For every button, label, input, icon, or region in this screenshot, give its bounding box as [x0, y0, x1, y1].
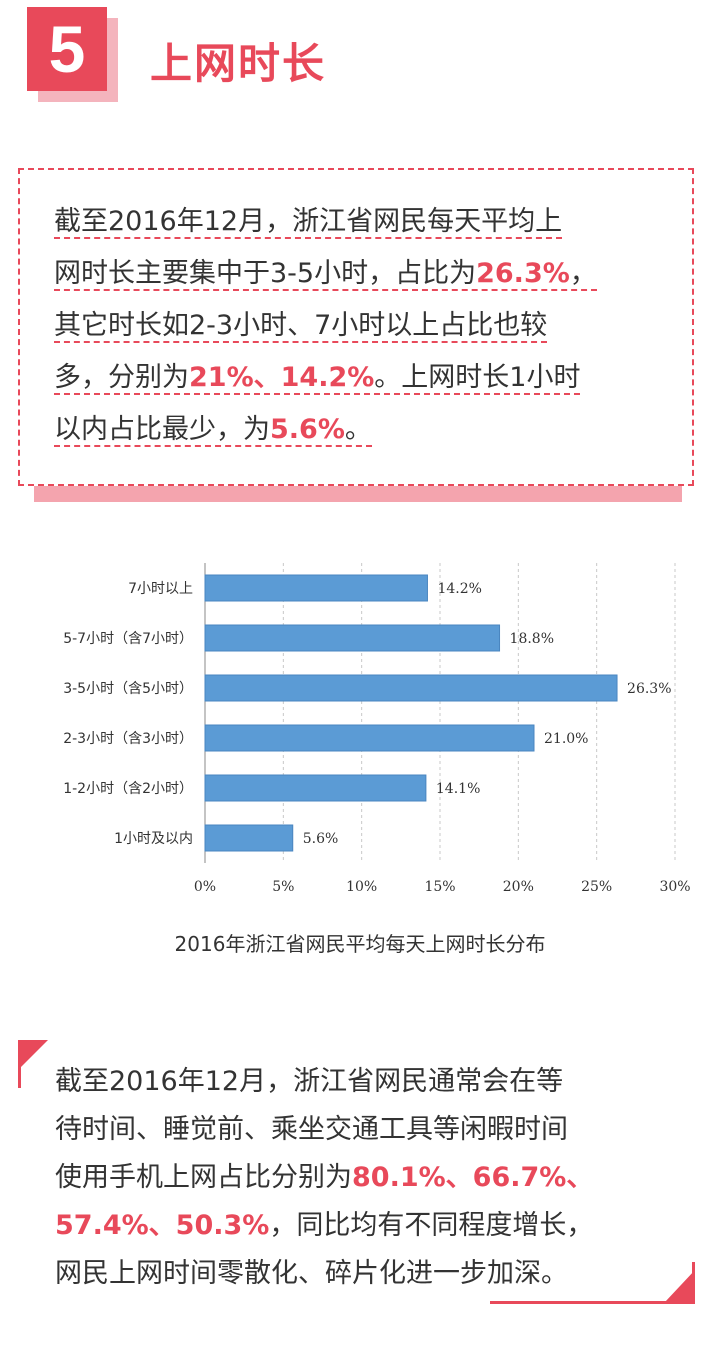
bar: [204, 574, 428, 602]
text-segment: 。: [344, 414, 372, 445]
chart-caption: 2016年浙江省网民平均每天上网时长分布: [174, 932, 546, 956]
bar-chart: 0% 5% 10% 15% 20% 25% 30% 7小时以上 14.2% 5-7小时（含7小时）…: [63, 563, 691, 895]
text-line: 多，分别为21%、14.2%。上网时长1小时: [54, 362, 581, 395]
highlight-value: 57.4%、50.3%: [55, 1210, 270, 1241]
value-label: 5.6%: [303, 831, 339, 847]
text-segment: 截至2016年12月，浙江省网民每天平均上: [54, 206, 563, 237]
value-label: 21.0%: [544, 731, 588, 747]
bar: [204, 724, 535, 752]
section-number-badge: 5: [27, 7, 107, 91]
text-segment: 。上网时长1小时: [374, 362, 581, 393]
text-line: 网民上网时间零散化、碎片化进一步加深。: [55, 1258, 568, 1289]
category-label: 1小时及以内: [114, 831, 193, 847]
bar: [204, 674, 618, 702]
category-label: 3-5小时（含5小时）: [63, 681, 193, 697]
x-tick-label: 30%: [659, 879, 690, 895]
corner-bracket-top-left: [18, 1040, 48, 1088]
highlight-value: 5.6%: [270, 414, 345, 445]
corner-bracket-bottom-right: [490, 1262, 695, 1304]
text-segment: ，同比均有不同程度增长，: [269, 1210, 594, 1241]
x-tick-label: 0%: [194, 879, 216, 895]
x-tick-label: 25%: [581, 879, 612, 895]
value-label: 14.1%: [436, 781, 480, 797]
x-tick-label: 10%: [346, 879, 377, 895]
text-line: 其它时长如2-3小时、7小时以上占比也较: [54, 310, 548, 343]
value-label: 18.8%: [510, 631, 554, 647]
category-label: 5-7小时（含7小时）: [63, 631, 193, 647]
text-line: 网时长主要集中于3-5小时，占比为26.3%，: [54, 258, 597, 291]
text-segment: 网民上网时间零散化、碎片化进一步加深。: [55, 1258, 568, 1289]
bar: [204, 774, 427, 802]
text-segment: 以内占比最少，为: [54, 414, 270, 445]
section-title: 上网时长: [150, 39, 327, 88]
text-segment: 其它时长如2-3小时、7小时以上占比也较: [54, 310, 548, 341]
summary-text: 截至2016年12月，浙江省网民每天平均上 网时长主要集中于3-5小时，占比为26…: [54, 196, 664, 456]
text-line: 57.4%、50.3%，同比均有不同程度增长，: [55, 1210, 593, 1241]
text-line: 待时间、睡觉前、乘坐交通工具等闲暇时间: [55, 1114, 568, 1145]
bar: [204, 624, 501, 652]
category-label: 7小时以上: [128, 581, 193, 597]
usage-text: 截至2016年12月，浙江省网民通常会在等 待时间、睡觉前、乘坐交通工具等闲暇时间…: [55, 1058, 675, 1298]
text-segment: 多，分别为: [54, 362, 189, 393]
summary-box: 截至2016年12月，浙江省网民每天平均上 网时长主要集中于3-5小时，占比为26…: [18, 168, 694, 486]
text-segment: ，: [569, 258, 597, 289]
value-label: 14.2%: [437, 581, 481, 597]
highlight-value: 26.3%: [476, 258, 570, 289]
text-segment: 截至2016年12月，浙江省网民通常会在等: [55, 1066, 564, 1097]
x-tick-label: 5%: [272, 879, 294, 895]
value-label: 26.3%: [627, 681, 671, 697]
text-line: 使用手机上网占比分别为80.1%、66.7%、: [55, 1162, 593, 1193]
x-tick-label: 20%: [503, 879, 534, 895]
text-segment: 待时间、睡觉前、乘坐交通工具等闲暇时间: [55, 1114, 568, 1145]
bar: [204, 824, 294, 852]
x-tick-label: 15%: [424, 879, 455, 895]
category-label: 2-3小时（含3小时）: [63, 731, 193, 747]
text-segment: 使用手机上网占比分别为: [55, 1162, 352, 1193]
category-label: 1-2小时（含2小时）: [63, 781, 193, 797]
text-segment: 网时长主要集中于3-5小时，占比为: [54, 258, 477, 289]
text-line: 截至2016年12月，浙江省网民每天平均上: [54, 206, 563, 239]
highlight-value: 80.1%、66.7%、: [352, 1162, 594, 1193]
text-line: 截至2016年12月，浙江省网民通常会在等: [55, 1066, 563, 1097]
text-line: 以内占比最少，为5.6%。: [54, 414, 372, 447]
highlight-value: 21%、14.2%: [189, 362, 375, 393]
